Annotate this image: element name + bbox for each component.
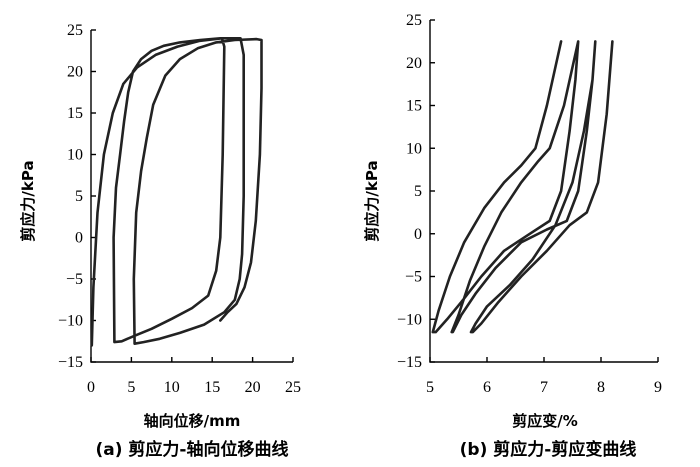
panel-a-x-tick-label: 5 [127, 379, 135, 396]
panel-a-x-axis-label: 轴向位移/mm [144, 412, 241, 430]
panel-a-x-tick-label: 15 [204, 379, 220, 396]
panel-a-y-axis-label: 剪应力/kPa [19, 160, 37, 241]
panel-a-x-tick-label: 0 [87, 379, 95, 396]
panel-b-y-axis-label: 剪应力/kPa [363, 160, 381, 241]
panel-b-axes [429, 20, 658, 363]
panel-b-y-tick-label: 5 [414, 183, 422, 200]
panel-a-x-tick-label: 20 [245, 379, 261, 396]
panel-b-x-tick-label: 7 [540, 379, 548, 396]
panel-a-caption: (a) 剪应力-轴向位移曲线 [96, 439, 289, 460]
panel-b-x-tick-label: 9 [654, 379, 662, 396]
panel-b-y-tick-label: −5 [405, 269, 422, 286]
panel-b-y-tick-label: −15 [397, 354, 422, 371]
panel-b-x-axis-label: 剪应变/% [512, 412, 578, 430]
panel-a-x-tick-label: 10 [164, 379, 180, 396]
panel-a-y-tick-label: 5 [75, 188, 83, 205]
panel-a-x-ticks: 0 5 10 15 20 25 [87, 357, 301, 396]
panel-a-y-tick-label: 25 [67, 22, 83, 39]
panel-b-x-tick-label: 8 [597, 379, 605, 396]
panel-b-x-tick-label: 5 [426, 379, 434, 396]
panel-b-x-ticks: 5 6 7 8 9 [426, 357, 662, 396]
panel-b-y-tick-label: 10 [406, 140, 422, 157]
panel-a-axes [90, 30, 293, 363]
panel-a-x-tick-label: 25 [285, 379, 301, 396]
panel-a-y-tick-label: 10 [67, 147, 83, 164]
panel-b-x-tick-label: 6 [483, 379, 491, 396]
panel-b-caption: (b) 剪应力-剪应变曲线 [460, 439, 637, 460]
panel-a-y-tick-label: −15 [58, 354, 83, 371]
panel-b-y-ticks: −15 −10 −5 0 5 10 15 20 25 [397, 12, 435, 371]
panel-a-y-tick-label: −5 [66, 271, 83, 288]
panel-b-y-tick-label: 25 [406, 12, 422, 29]
panel-b-y-tick-label: 0 [414, 226, 422, 243]
panel-b-y-tick-label: 20 [406, 55, 422, 72]
panel-a-y-ticks: −15 −10 −5 0 5 10 15 20 25 [58, 22, 96, 371]
panel-a-series-line [90, 37, 263, 347]
panel-a: −15 −10 −5 0 5 10 15 20 25 0 5 10 15 20 25 轴向位移/mm 剪应… [19, 22, 301, 460]
panel-a-y-tick-label: 15 [67, 105, 83, 122]
panel-a-y-tick-label: 20 [67, 64, 83, 81]
panel-b-series-line [431, 40, 614, 334]
panel-b-y-tick-label: 15 [406, 98, 422, 115]
panel-a-y-tick-label: 0 [75, 230, 83, 247]
panel-b: −15 −10 −5 0 5 10 15 20 25 5 6 7 8 9 剪应变/% 剪应力/kPa (… [363, 12, 662, 460]
panel-b-y-tick-label: −10 [397, 311, 422, 328]
panel-a-y-tick-label: −10 [58, 313, 83, 330]
